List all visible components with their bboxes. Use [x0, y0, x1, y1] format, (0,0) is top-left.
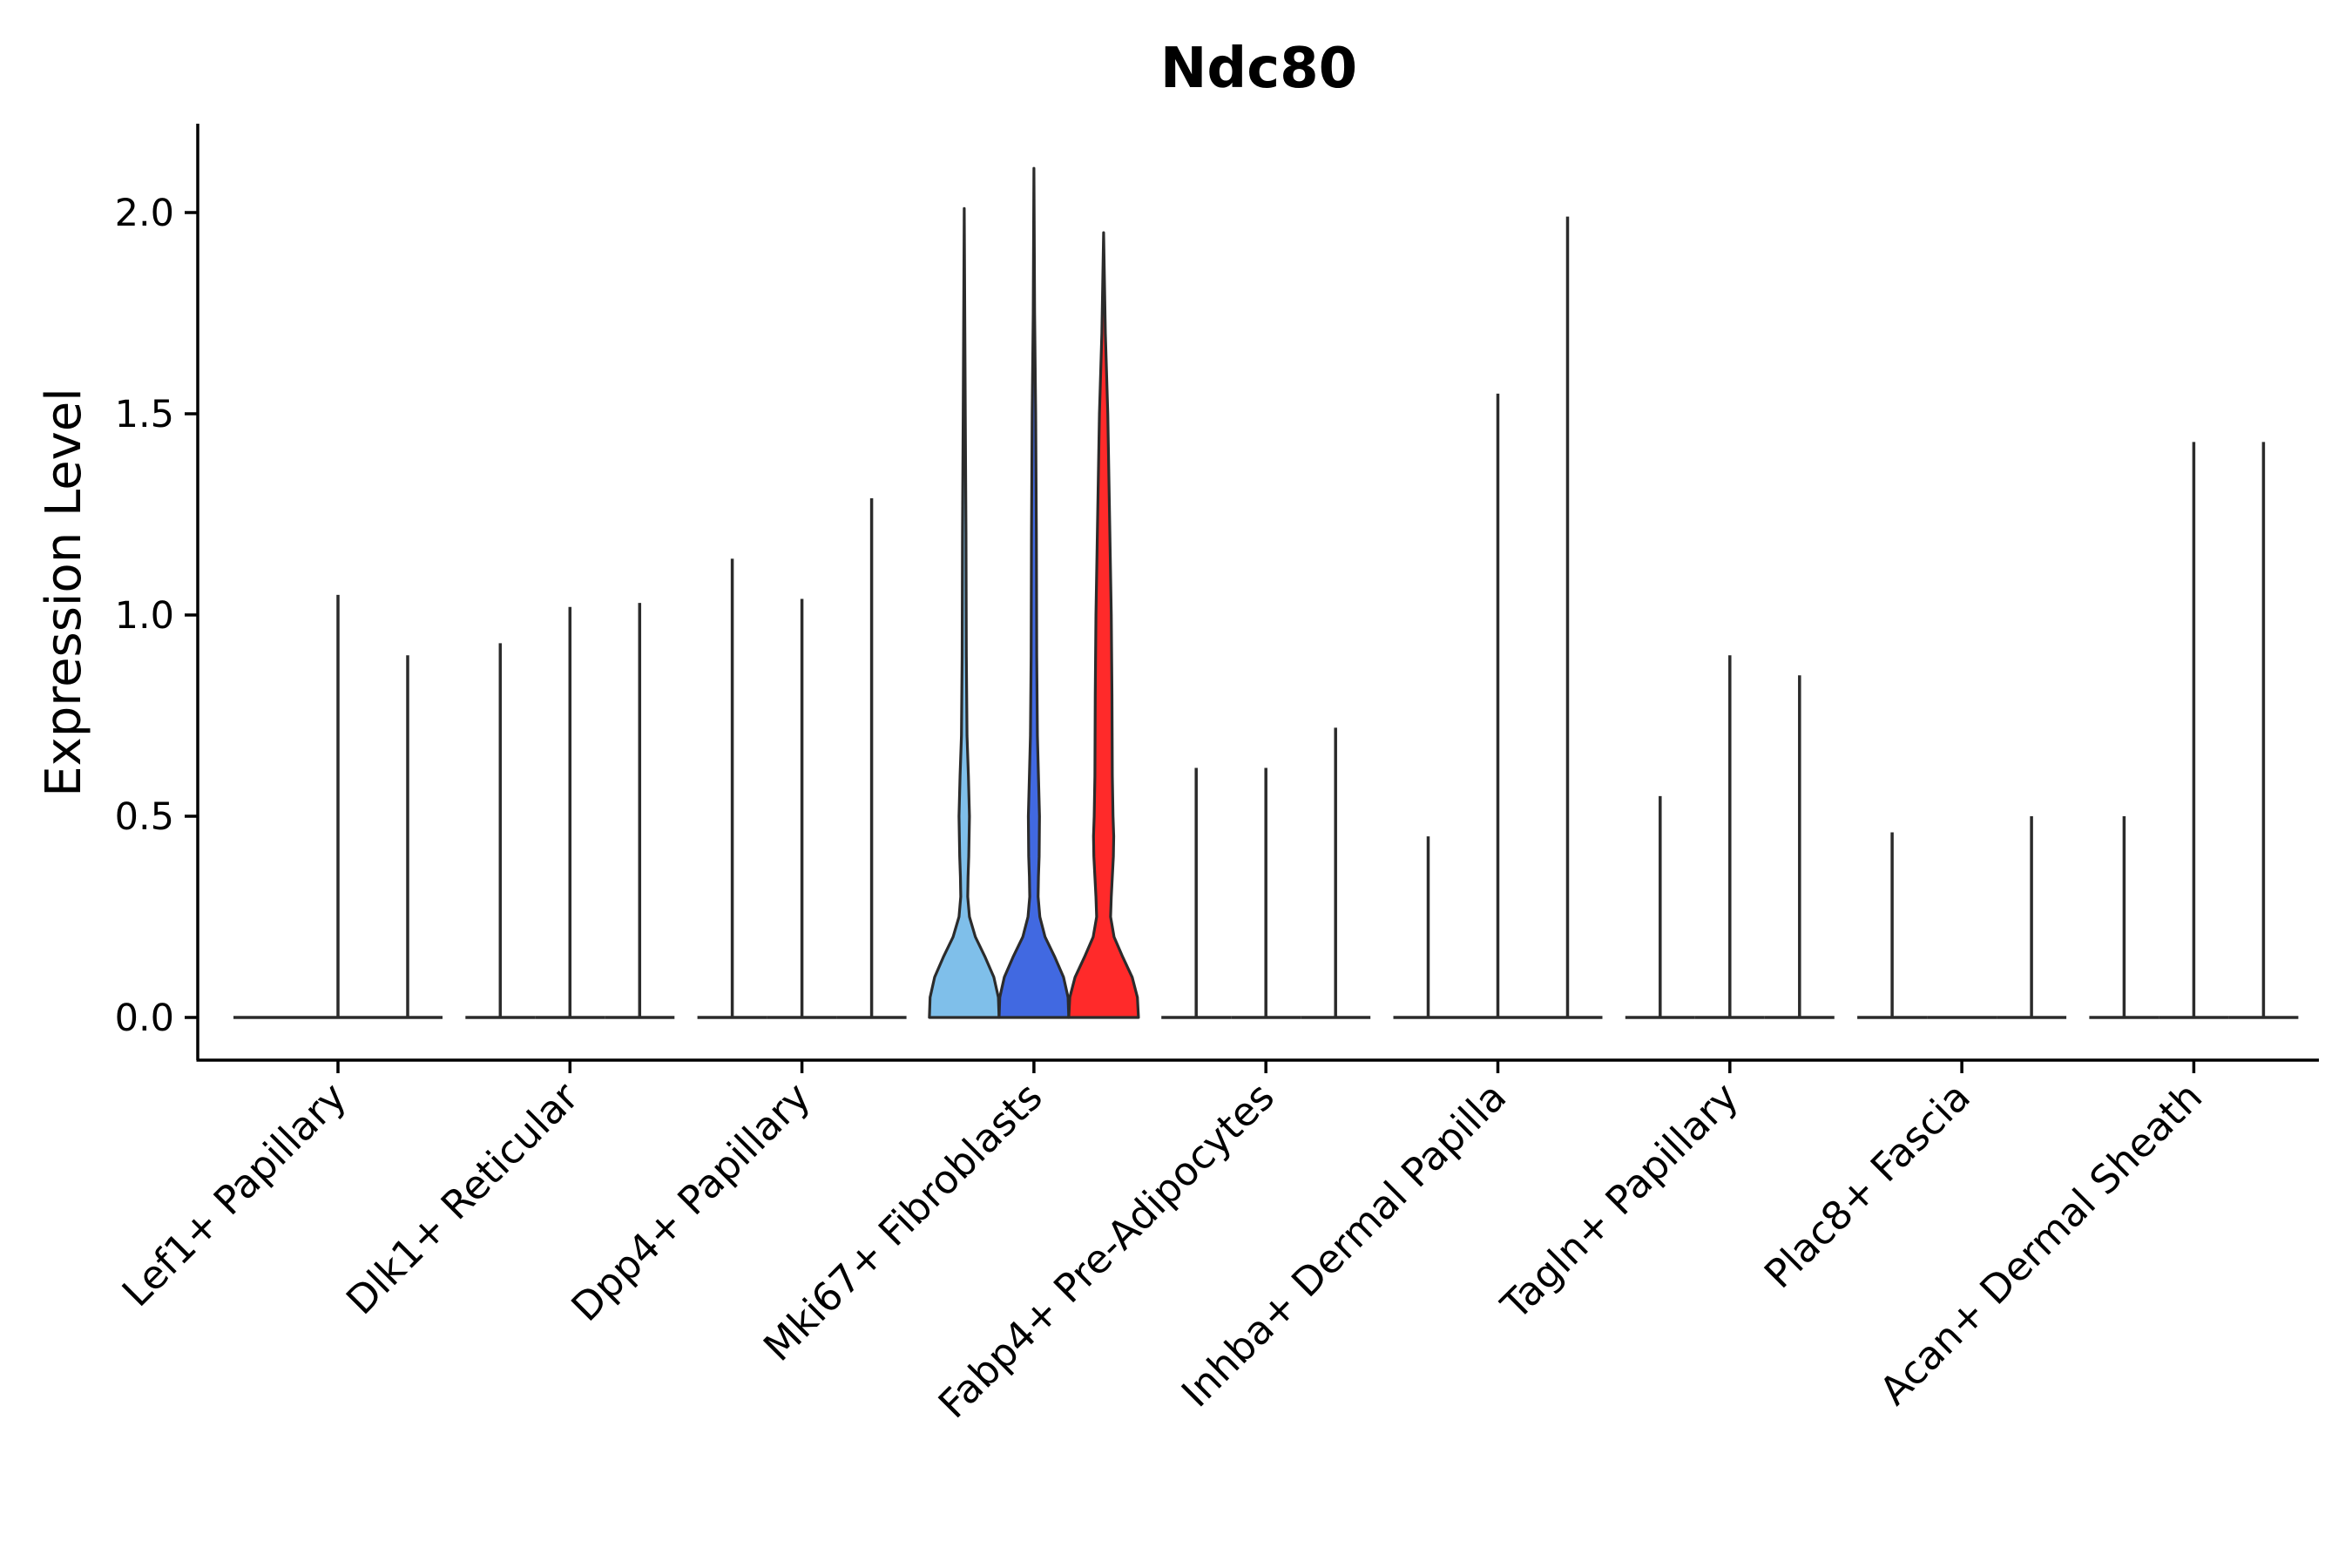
chart-title: Ndc80: [1160, 37, 1357, 101]
violin-marks: [233, 166, 2299, 1019]
y-axis-label: Expression Level: [36, 388, 92, 797]
y-tick-label: 0.0: [115, 997, 174, 1040]
y-tick-label: 2.0: [115, 192, 174, 235]
violin-shape: [928, 206, 1001, 1019]
x-tick-label: Tagln+ Papillary: [1491, 1073, 1747, 1328]
y-tick-label: 0.5: [115, 795, 174, 839]
violin-shape: [997, 166, 1071, 1019]
violin-shape: [1067, 231, 1140, 1019]
x-tick-label: Lef1+ Papillary: [113, 1073, 355, 1315]
y-tick-label: 1.0: [115, 594, 174, 638]
y-tick-label: 1.5: [115, 393, 174, 436]
x-tick-label: Dlk1+ Reticular: [337, 1073, 587, 1323]
y-axis-ticks: 0.0 0.5 1.0 1.5 2.0: [115, 192, 198, 1040]
x-tick-label: Plac8+ Fascia: [1755, 1073, 1979, 1297]
x-tick-label: Dpp4+ Papillary: [563, 1073, 820, 1330]
